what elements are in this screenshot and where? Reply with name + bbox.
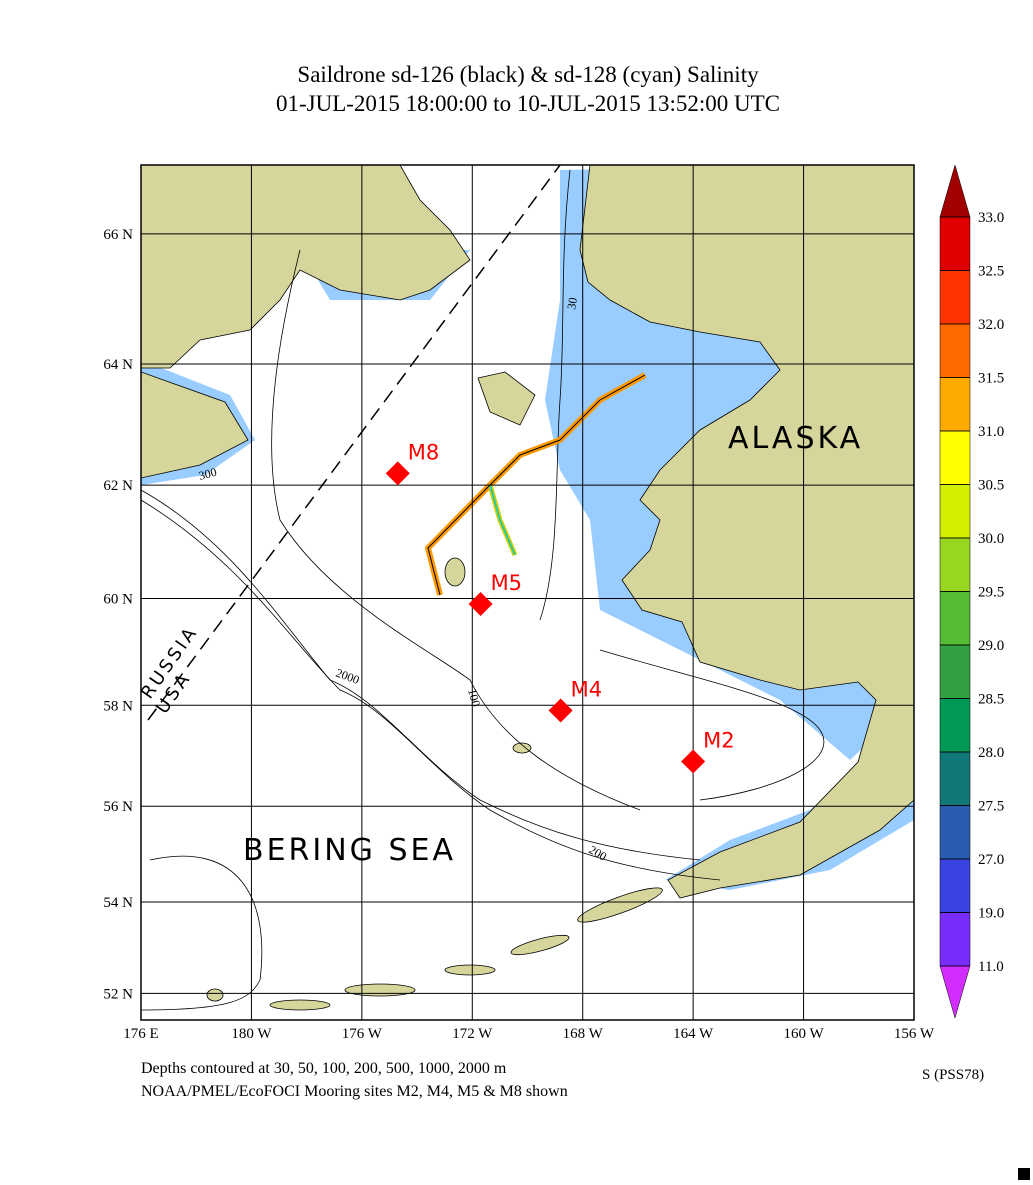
boundary-line [147, 165, 561, 721]
colorbar-swatch [939, 216, 971, 271]
x-tick-label: 168 W [563, 1026, 604, 1042]
land [141, 165, 536, 479]
y-tick-label: 62 N [103, 478, 133, 494]
colorbar-label: 29.0 [978, 638, 1004, 654]
mooring-marker [468, 592, 493, 617]
colorbar-swatch [939, 858, 971, 913]
colorbar-label: 27.0 [978, 852, 1004, 868]
x-tick-label: 160 W [784, 1026, 825, 1042]
corner-mark [1018, 1168, 1030, 1180]
colorbar-unit: S (PSS78) [922, 1067, 984, 1083]
map-frame [140, 164, 915, 1021]
colorbar-swatch [939, 698, 971, 753]
y-tick-label: 56 N [103, 799, 133, 815]
colorbar-label: 11.0 [978, 959, 1004, 975]
colorbar-label: 27.5 [978, 799, 1004, 815]
x-tick-label: 180 W [231, 1026, 272, 1042]
y-tick-label: 60 N [103, 592, 133, 608]
colorbar-swatch [939, 537, 971, 592]
y-tick-label: 58 N [103, 698, 133, 714]
x-tick-label: 164 W [673, 1026, 714, 1042]
colorbar-label: 19.0 [978, 906, 1004, 922]
colorbar-swatch [939, 644, 971, 699]
mooring-marker [385, 461, 410, 486]
colorbar-swatch [939, 323, 971, 378]
colorbar-label: 30.0 [978, 531, 1004, 547]
shelf [141, 165, 914, 890]
colorbar-swatch [939, 164, 971, 218]
land [579, 165, 914, 899]
place-label: BERING SEA [243, 833, 456, 868]
colorbar-label: 31.0 [978, 424, 1004, 440]
colorbar-label: 28.0 [978, 745, 1004, 761]
mooring-marker [548, 698, 573, 723]
contour-label: 30 [564, 296, 580, 310]
colorbar-swatch [939, 751, 971, 806]
y-tick-label: 66 N [103, 227, 133, 243]
footnote: NOAA/PMEL/EcoFOCI Mooring sites M2, M4, … [141, 1083, 568, 1100]
contour-label: 100 [465, 687, 483, 708]
colorbar-swatch [939, 591, 971, 646]
colorbar-label: 30.5 [978, 478, 1004, 494]
colorbar-swatch [939, 805, 971, 860]
mooring-label: M2 [703, 728, 734, 752]
colorbar-label: 32.0 [978, 317, 1004, 333]
depth-contours [141, 169, 825, 1011]
x-tick-label: 172 W [452, 1026, 493, 1042]
title-line: 01-JUL-2015 18:00:00 to 10-JUL-2015 13:5… [276, 91, 780, 116]
y-tick-label: 52 N [103, 986, 133, 1002]
colorbar-swatch [939, 912, 971, 967]
colorbar-label: 28.5 [978, 692, 1004, 708]
contour-label: 300 [197, 465, 218, 483]
y-tick-label: 64 N [103, 357, 133, 373]
mooring-label: M4 [571, 677, 602, 701]
y-tick-label: 54 N [103, 895, 133, 911]
mooring-label: M5 [491, 571, 522, 595]
colorbar-swatch [939, 270, 971, 325]
colorbar-label: 33.0 [978, 210, 1004, 226]
colorbar-label: 31.5 [978, 371, 1004, 387]
x-tick-label: 176 W [342, 1026, 383, 1042]
footnote: Depths contoured at 30, 50, 100, 200, 50… [141, 1060, 507, 1077]
colorbar-swatch [939, 377, 971, 432]
colorbar-label: 32.5 [978, 264, 1004, 280]
x-tick-label: 156 W [894, 1026, 935, 1042]
saildrone-tracks [425, 372, 647, 596]
colorbar-swatch [939, 484, 971, 539]
mooring-label: M8 [408, 440, 439, 464]
colorbar-swatch [939, 430, 971, 485]
colorbar-swatch [939, 965, 971, 1019]
title-line: Saildrone sd-126 (black) & sd-128 (cyan)… [297, 62, 759, 87]
map-overlay: 176 E 180 W 176 W 172 W 168 W 164 W 160 W 156 W… [103, 164, 1004, 1042]
colorbar-label: 29.5 [978, 585, 1004, 601]
x-tick-label: 176 E [123, 1026, 158, 1042]
map-layers [141, 165, 914, 1020]
mooring-marker [681, 749, 706, 774]
place-label: ALASKA [728, 421, 863, 456]
